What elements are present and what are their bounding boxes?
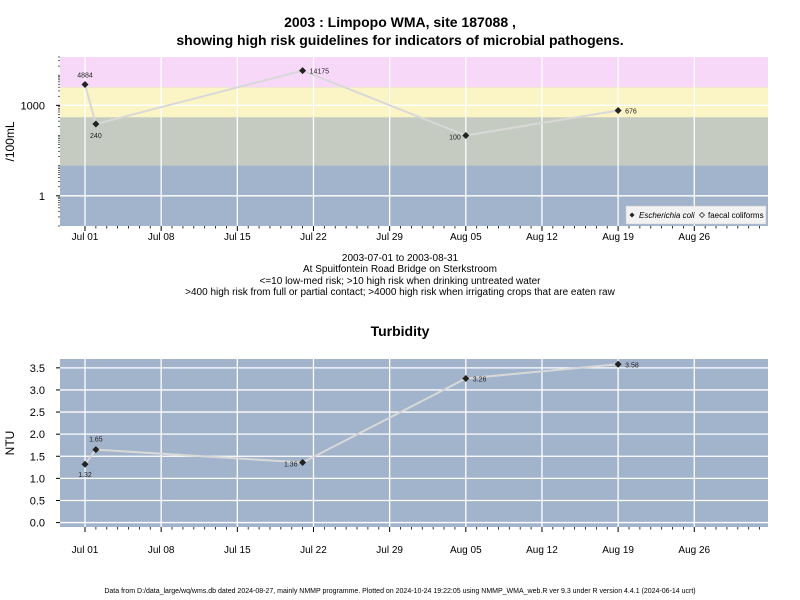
x-tick-label: Jul 15 xyxy=(224,232,251,243)
y-tick-label: 2.5 xyxy=(30,407,45,419)
footer-note: Data from D:/data_large/wq/wms.db dated … xyxy=(104,588,696,595)
x-tick-label: Jul 08 xyxy=(148,232,175,243)
plot-panel xyxy=(60,359,768,527)
x-tick-label: Aug 12 xyxy=(526,232,558,243)
data-label: 1.65 xyxy=(89,437,103,444)
y-tick-label: 0.0 xyxy=(30,518,45,530)
legend-entry-ecoli: Escherichia coli xyxy=(639,211,695,220)
y-tick-label: 1.5 xyxy=(30,451,45,463)
x-tick-label: Jul 01 xyxy=(72,232,99,243)
caption-date-range: 2003-07-01 to 2003-08-31 xyxy=(341,253,459,264)
x-tick-label: Aug 26 xyxy=(678,545,710,556)
risk-band-3 xyxy=(60,57,768,88)
x-tick-label: Aug 12 xyxy=(526,545,558,556)
x-tick-label: Jul 01 xyxy=(72,545,99,556)
y-tick-label: 2.0 xyxy=(30,429,45,441)
legend-entry-faecal: faecal coliforms xyxy=(708,211,764,220)
data-label: 3.58 xyxy=(625,362,639,369)
data-point xyxy=(614,106,622,114)
data-label: 676 xyxy=(625,108,637,115)
caption-risk-contact: >400 high risk from full or partial cont… xyxy=(185,287,615,298)
data-label: 1.36 xyxy=(284,461,298,468)
y-tick-label: 1 xyxy=(39,191,45,203)
data-point xyxy=(299,67,307,75)
data-point xyxy=(81,460,89,468)
data-label: 14175 xyxy=(310,69,330,76)
x-tick-label: Jul 29 xyxy=(376,545,403,556)
y-tick-label: 3.0 xyxy=(30,385,45,397)
data-point xyxy=(92,446,100,454)
caption-risk-drinking: <=10 low-med risk; >10 high risk when dr… xyxy=(259,276,541,287)
x-tick-label: Jul 15 xyxy=(224,545,251,556)
data-point xyxy=(462,131,470,139)
data-label: 3.26 xyxy=(473,376,487,383)
caption-site: At Spuitfontein Road Bridge on Sterkstro… xyxy=(303,264,497,275)
legend: Escherichia coli faecal coliforms xyxy=(625,205,767,225)
x-tick-label: Aug 05 xyxy=(450,545,482,556)
turbidity-chart: Jul 01 Jul 08 Jul 15 Jul 22 Jul 29 Aug 05 Aug … xyxy=(3,359,768,556)
data-point xyxy=(299,458,307,466)
microbial-chart: Jul 01 Jul 08 Jul 15 Jul 22 Jul 29 Aug 05 Aug … xyxy=(3,56,768,243)
x-tick-label: Jul 22 xyxy=(300,232,327,243)
legend-marker-ecoli xyxy=(629,212,635,218)
x-tick-label: Aug 19 xyxy=(602,232,634,243)
data-label: 1.32 xyxy=(78,472,92,479)
risk-band-1 xyxy=(60,117,768,166)
chart-title-line2: showing high risk guidelines for indicat… xyxy=(176,32,624,48)
legend-marker-faecal xyxy=(698,211,706,219)
data-point xyxy=(81,81,89,89)
x-tick-label: Aug 26 xyxy=(678,232,710,243)
legend-box xyxy=(625,205,767,225)
data-point xyxy=(614,360,622,368)
y-tick-label: 1.0 xyxy=(30,473,45,485)
turbidity-title: Turbidity xyxy=(370,323,430,339)
y-axis-label: NTU xyxy=(3,431,17,456)
data-label: 240 xyxy=(90,133,102,140)
chart-title-line1: 2003 : Limpopo WMA, site 187088 , xyxy=(284,14,516,30)
data-label: 100 xyxy=(449,134,461,141)
x-tick-label: Aug 05 xyxy=(450,232,482,243)
x-tick-label: Aug 19 xyxy=(602,545,634,556)
x-tick-label: Jul 22 xyxy=(300,545,327,556)
x-tick-label: Jul 29 xyxy=(376,232,403,243)
x-tick-label: Jul 08 xyxy=(148,545,175,556)
y-tick-label: 1000 xyxy=(21,100,45,112)
risk-band-2 xyxy=(60,87,768,118)
data-point xyxy=(92,120,100,128)
y-axis-label: /100mL xyxy=(3,121,17,161)
y-tick-label: 3.5 xyxy=(30,363,45,375)
y-tick-label: 0.5 xyxy=(30,495,45,507)
data-point xyxy=(462,374,470,382)
data-label: 4884 xyxy=(77,73,93,80)
